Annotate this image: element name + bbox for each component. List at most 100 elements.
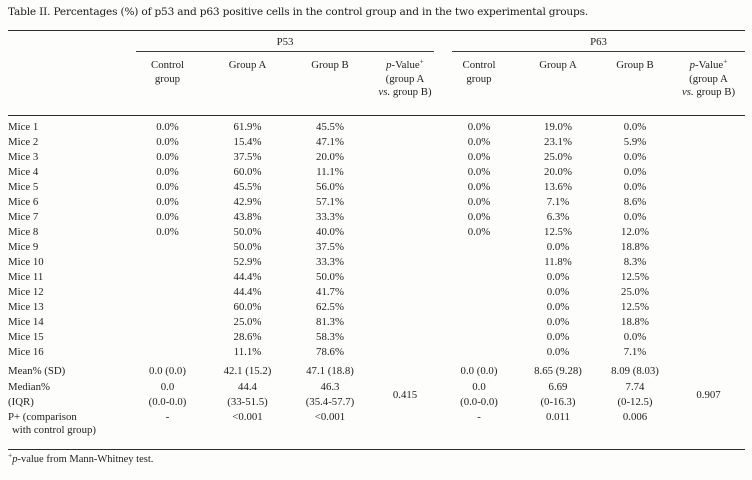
- mean-p63-group-b: 8.09 (8.03): [611, 365, 659, 377]
- cell-p53-group-a: 25.0%: [233, 316, 262, 328]
- mice-rows: Mice 1 0.0% 61.9% 45.5% 0.0% 19.0% 0.0% …: [8, 116, 745, 361]
- results-table: P53 P63 Control group Group A Group B p-…: [8, 30, 745, 450]
- cell-p63-group-a: 0.0%: [546, 271, 570, 283]
- cell-p53-pvalue: [370, 270, 440, 285]
- table-row: Mice 5 0.0% 45.5% 56.0% 0.0% 13.6% 0.0%: [8, 180, 745, 195]
- cell-p63-pvalue: [672, 210, 745, 225]
- cell-p63-group-b: 0.0%: [623, 211, 647, 223]
- table-footnote: +p-value from Mann-Whitney test.: [8, 450, 154, 465]
- column-header-row: Control group Group A Group B p-Value+ (…: [8, 54, 745, 116]
- cell-p63-group-b: 25.0%: [621, 286, 649, 298]
- cell-p53-group-a: 61.9%: [233, 121, 262, 133]
- cell-p53-control: 0.0%: [156, 181, 179, 193]
- cell-p63-group-a: 25.0%: [544, 151, 572, 163]
- table-row: Mice 9 50.0% 37.5% 0.0% 18.8%: [8, 240, 745, 255]
- mean-p53-control: 0.0 (0.0): [149, 365, 186, 377]
- cell-p53-group-a: 60.0%: [233, 166, 262, 178]
- cell-p53-group-b: 58.3%: [316, 331, 344, 343]
- cell-p53-control: 0.0%: [156, 121, 179, 133]
- row-label: Mice 16: [8, 346, 44, 358]
- cell-p53-pvalue: [370, 195, 440, 210]
- cell-p53-group-b: 78.6%: [316, 346, 344, 358]
- pplus-label: P+ (comparison with control group): [8, 410, 130, 450]
- cell-p63-group-a: 23.1%: [544, 136, 572, 148]
- cell-p53-group-a: 52.9%: [233, 256, 262, 268]
- table-row: Mice 4 0.0% 60.0% 11.1% 0.0% 20.0% 0.0%: [8, 165, 745, 180]
- cell-p63-group-b: 12.5%: [621, 301, 649, 313]
- mean-p63-control: 0.0 (0.0): [460, 365, 498, 377]
- cell-p53-pvalue: [370, 116, 440, 136]
- cell-p63-control: [440, 255, 518, 270]
- table-row: Mice 2 0.0% 15.4% 47.1% 0.0% 23.1% 5.9%: [8, 135, 745, 150]
- cell-p53-control: 0.0%: [156, 196, 179, 208]
- cell-p63-pvalue: [672, 285, 745, 300]
- cell-p63-control: 0.0%: [467, 226, 491, 238]
- cell-p53-pvalue: [370, 150, 440, 165]
- cell-p63-group-a: 0.0%: [546, 286, 570, 298]
- cell-p53-group-a: 50.0%: [233, 241, 262, 253]
- cell-p63-group-b: 0.0%: [623, 121, 647, 133]
- cell-p63-group-b: 8.3%: [623, 256, 647, 268]
- cell-p53-control: [130, 285, 205, 300]
- cell-p63-pvalue: [672, 225, 745, 240]
- cell-p63-pvalue: [672, 345, 745, 360]
- mean-p63-pvalue: [672, 360, 745, 380]
- cell-p63-control: [440, 270, 518, 285]
- cell-p63-pvalue: [672, 315, 745, 330]
- group-header-p53: P53: [130, 30, 440, 54]
- cell-p63-pvalue: [672, 116, 745, 136]
- cell-p53-group-b: 40.0%: [316, 226, 344, 238]
- row-label: Mice 2: [8, 136, 39, 148]
- cell-p63-group-a: 19.0%: [544, 121, 572, 133]
- cell-p63-group-b: 0.0%: [623, 151, 647, 163]
- pplus-p63-pvalue: [672, 410, 745, 450]
- row-label: Mice 9: [8, 241, 39, 253]
- cell-p53-group-a: 44.4%: [233, 271, 262, 283]
- col-header-p53-pvalue: p-Value+ (group A vs. group B): [370, 54, 440, 116]
- cell-p53-pvalue: [370, 285, 440, 300]
- cell-p53-pvalue: [370, 180, 440, 195]
- cell-p63-group-a: 13.6%: [544, 181, 572, 193]
- cell-p63-control: 0.0%: [467, 121, 491, 133]
- cell-p63-pvalue: [672, 270, 745, 285]
- group-header-row: P53 P63: [8, 30, 745, 54]
- cell-p63-pvalue: [672, 180, 745, 195]
- row-label: Mice 11: [8, 271, 44, 283]
- cell-p63-pvalue: [672, 195, 745, 210]
- pplus-p63-group-b: 0.006: [598, 410, 672, 450]
- cell-p53-group-a: 43.8%: [233, 211, 262, 223]
- pplus-p53-pvalue: [370, 410, 440, 450]
- cell-p53-group-a: 60.0%: [233, 301, 262, 313]
- pplus-p63-group-a: 0.011: [518, 410, 598, 450]
- table-row: Mice 11 44.4% 50.0% 0.0% 12.5%: [8, 270, 745, 285]
- cell-p63-group-a: 11.8%: [544, 256, 572, 268]
- table-row: Mice 6 0.0% 42.9% 57.1% 0.0% 7.1% 8.6%: [8, 195, 745, 210]
- cell-p53-pvalue: [370, 240, 440, 255]
- row-label: Mice 4: [8, 166, 39, 178]
- cell-p53-pvalue: [370, 210, 440, 225]
- cell-p53-group-b: 81.3%: [316, 316, 344, 328]
- cell-p53-group-a: 45.5%: [233, 181, 262, 193]
- table-row: Mice 8 0.0% 50.0% 40.0% 0.0% 12.5% 12.0%: [8, 225, 745, 240]
- cell-p63-control: [440, 330, 518, 345]
- cell-p53-group-b: 56.0%: [316, 181, 344, 193]
- cell-p53-control: [130, 330, 205, 345]
- cell-p53-group-b: 11.1%: [316, 166, 344, 178]
- cell-p53-group-a: 37.5%: [233, 151, 262, 163]
- col-header-p63-pvalue: p-Value+ (group A vs. group B): [672, 54, 745, 116]
- cell-p63-group-b: 18.8%: [621, 316, 649, 328]
- cell-p53-control: [130, 270, 205, 285]
- mean-p53-pvalue: [370, 360, 440, 380]
- cell-p63-control: 0.0%: [467, 151, 491, 163]
- cell-p53-control: 0.0%: [156, 166, 179, 178]
- table-row: Mice 12 44.4% 41.7% 0.0% 25.0%: [8, 285, 745, 300]
- mean-row: Mean% (SD) 0.0 (0.0) 42.1 (15.2) 47.1 (1…: [8, 360, 745, 380]
- cell-p63-group-a: 0.0%: [546, 346, 570, 358]
- mean-row-label: Mean% (SD): [8, 365, 66, 377]
- mean-p53-group-b: 47.1 (18.8): [306, 365, 354, 377]
- table-row: Mice 10 52.9% 33.3% 11.8% 8.3%: [8, 255, 745, 270]
- median-iqr-p63-control: 0.0 (0.0-0.0): [460, 381, 498, 408]
- row-label: Mice 13: [8, 301, 44, 313]
- col-header-p63-group-a: Group A: [518, 54, 598, 116]
